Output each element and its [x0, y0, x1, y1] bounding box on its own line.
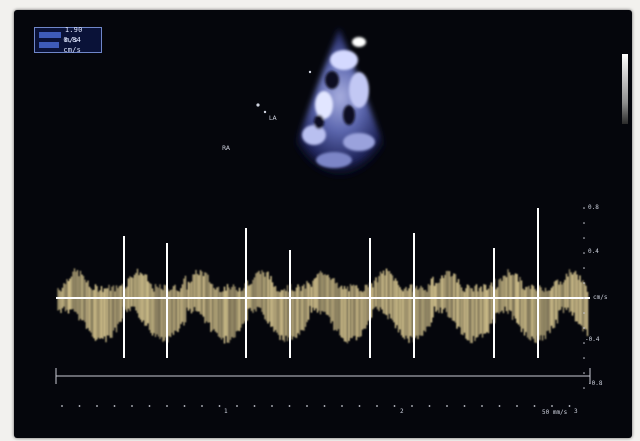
- echo-2d-view: RA LA: [222, 28, 394, 181]
- time-axis-ticks: [61, 405, 571, 407]
- measurement-info-box: 1.90 m/s 0.84 cm/s: [34, 26, 102, 54]
- time-tick: [568, 405, 571, 407]
- time-tick: [341, 405, 343, 407]
- time-tick: [218, 405, 221, 407]
- time-tick: [166, 405, 168, 407]
- info-velocity-text: 1.90 m/s: [64, 26, 83, 44]
- echo-tissue-speckle: [302, 37, 375, 168]
- time-tick: [376, 405, 378, 407]
- time-tick: [481, 405, 483, 407]
- velocity-tick: [583, 312, 585, 314]
- velocity-axis-ticks: [583, 207, 585, 389]
- velocity-tick: [583, 237, 585, 239]
- info-swatch-1: [39, 32, 61, 38]
- velocity-label-4: -0.4: [585, 336, 600, 343]
- time-tick: [446, 405, 448, 407]
- time-tick: [358, 405, 361, 407]
- velocity-label-2: 0.4: [588, 248, 599, 255]
- echo-label-mid: LA: [269, 115, 277, 122]
- time-tick: [78, 405, 81, 407]
- time-tick: [131, 405, 133, 407]
- time-tick: [96, 405, 98, 407]
- grayscale-bar: [622, 54, 628, 124]
- time-tick: [148, 405, 151, 407]
- time-tick: [253, 405, 256, 407]
- velocity-label-1: 0.8: [588, 204, 599, 211]
- time-label-3: 3: [574, 408, 578, 415]
- doppler-spectrum: [55, 207, 591, 407]
- velocity-tick: [583, 372, 585, 374]
- time-tick: [306, 405, 308, 407]
- time-tick: [113, 405, 116, 407]
- ultrasound-monitor: 1.90 m/s 0.84 cm/s: [14, 10, 632, 438]
- time-tick: [551, 405, 553, 407]
- time-tick: [61, 405, 63, 407]
- echo-label-left: RA: [222, 145, 231, 152]
- time-tick: [516, 405, 518, 407]
- echo-dot-1: [256, 103, 260, 107]
- echo-dot-2: [263, 110, 267, 114]
- velocity-tick: [583, 282, 585, 284]
- velocity-tick: [583, 222, 585, 224]
- time-tick: [533, 405, 536, 407]
- time-tick: [183, 405, 186, 407]
- echo-dot-3: [308, 70, 312, 74]
- time-label-1: 1: [224, 408, 228, 415]
- velocity-label-5: -0.8: [588, 380, 603, 387]
- time-tick: [288, 405, 291, 407]
- time-tick: [236, 405, 238, 407]
- velocity-tick: [583, 207, 585, 209]
- time-tick: [463, 405, 466, 407]
- info-row-1: 1.90 m/s: [39, 26, 97, 44]
- velocity-tick: [583, 342, 585, 344]
- info-row-2: 0.84 cm/s: [39, 36, 97, 54]
- time-tick: [271, 405, 273, 407]
- velocity-tick: [583, 357, 585, 359]
- time-tick: [323, 405, 326, 407]
- velocity-label-3: cm/s: [593, 294, 608, 301]
- velocity-tick: [583, 297, 585, 299]
- time-tick: [498, 405, 501, 407]
- velocity-tick: [583, 387, 585, 389]
- time-tick: [393, 405, 396, 407]
- sweep-speed-label: 50 mm/s: [542, 409, 568, 416]
- info-scale-text: 0.84 cm/s: [63, 36, 81, 54]
- time-tick: [411, 405, 413, 407]
- velocity-tick: [583, 267, 585, 269]
- velocity-tick: [583, 327, 585, 329]
- velocity-tick: [583, 252, 585, 254]
- info-swatch-2: [39, 42, 60, 48]
- doppler-signal-group: [57, 268, 589, 344]
- time-tick: [201, 405, 203, 407]
- time-label-2: 2: [400, 408, 404, 415]
- time-tick: [428, 405, 431, 407]
